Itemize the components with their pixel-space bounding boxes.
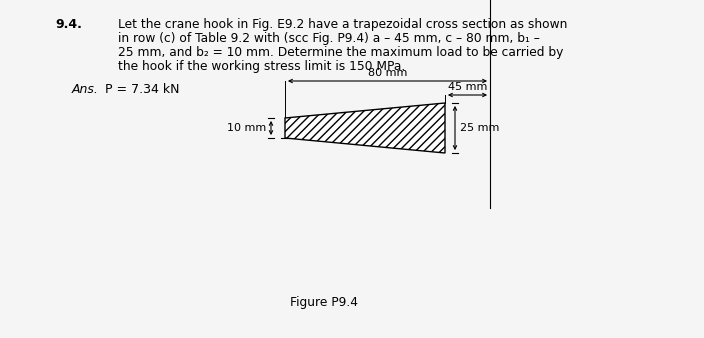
Text: Ans.: Ans. [72,83,99,96]
Text: 10 mm: 10 mm [227,123,266,133]
Text: 25 mm, and b₂ = 10 mm. Determine the maximum load to be carried by: 25 mm, and b₂ = 10 mm. Determine the max… [118,46,563,59]
Text: the hook if the working stress limit is 150 MPa.: the hook if the working stress limit is … [118,60,406,73]
Text: in row (c) of Table 9.2 with (scc Fig. P9.4) a – 45 mm, c – 80 mm, b₁ –: in row (c) of Table 9.2 with (scc Fig. P… [118,32,540,45]
Text: 45 mm: 45 mm [448,82,487,92]
Text: 9.4.: 9.4. [55,18,82,31]
Text: 25 mm: 25 mm [460,123,499,133]
Polygon shape [285,103,445,153]
Text: 80 mm: 80 mm [367,68,407,78]
Text: P = 7.34 kN: P = 7.34 kN [105,83,180,96]
Text: Figure P9.4: Figure P9.4 [290,296,358,309]
Text: Let the crane hook in Fig. E9.2 have a trapezoidal cross section as shown: Let the crane hook in Fig. E9.2 have a t… [118,18,567,31]
